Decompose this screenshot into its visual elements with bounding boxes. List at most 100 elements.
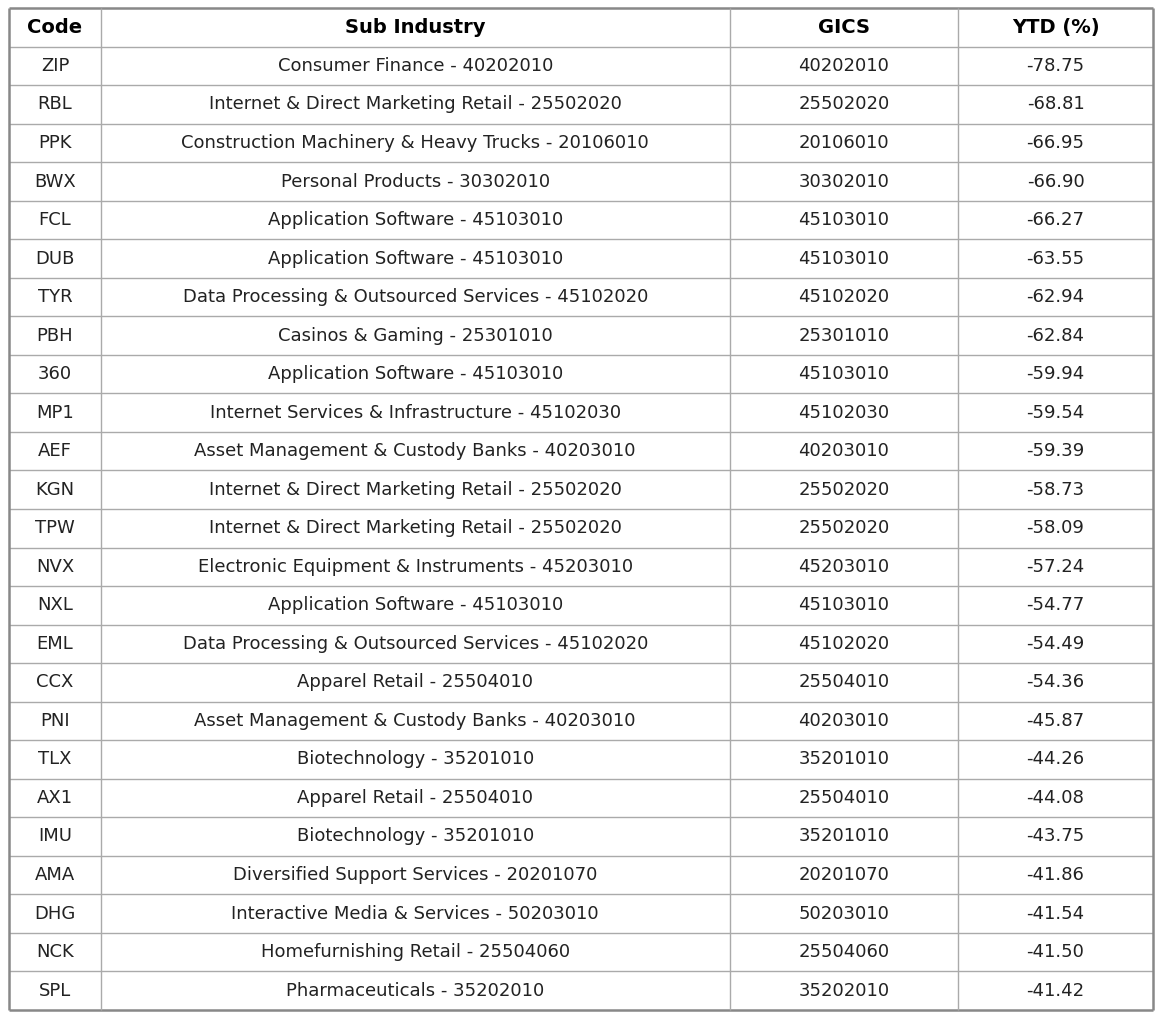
Text: -41.54: -41.54 (1026, 905, 1084, 922)
Text: NXL: NXL (37, 597, 73, 614)
Text: -54.77: -54.77 (1026, 597, 1084, 614)
Text: Homefurnishing Retail - 25504060: Homefurnishing Retail - 25504060 (260, 943, 569, 961)
Text: KGN: KGN (36, 480, 74, 499)
Text: MP1: MP1 (36, 404, 74, 421)
Text: -58.73: -58.73 (1026, 480, 1084, 499)
Text: -41.86: -41.86 (1026, 866, 1084, 884)
Text: 50203010: 50203010 (798, 905, 889, 922)
Text: 45103010: 45103010 (798, 365, 889, 383)
Text: BWX: BWX (34, 172, 76, 190)
Text: RBL: RBL (37, 96, 72, 113)
Text: 25301010: 25301010 (798, 327, 889, 345)
Text: 25502020: 25502020 (798, 480, 890, 499)
Text: Application Software - 45103010: Application Software - 45103010 (267, 211, 562, 229)
Text: PNI: PNI (41, 712, 70, 730)
Text: Asset Management & Custody Banks - 40203010: Asset Management & Custody Banks - 40203… (194, 712, 636, 730)
Text: Personal Products - 30302010: Personal Products - 30302010 (281, 172, 550, 190)
Text: Internet & Direct Marketing Retail - 25502020: Internet & Direct Marketing Retail - 255… (209, 96, 622, 113)
Text: -62.94: -62.94 (1026, 288, 1084, 306)
Text: ZIP: ZIP (41, 57, 70, 75)
Text: Application Software - 45103010: Application Software - 45103010 (267, 249, 562, 268)
Text: Construction Machinery & Heavy Trucks - 20106010: Construction Machinery & Heavy Trucks - … (181, 134, 650, 152)
Text: Data Processing & Outsourced Services - 45102020: Data Processing & Outsourced Services - … (182, 288, 648, 306)
Text: -54.49: -54.49 (1026, 635, 1084, 653)
Text: CCX: CCX (36, 673, 73, 691)
Text: EML: EML (37, 635, 73, 653)
Text: SPL: SPL (38, 981, 71, 1000)
Text: Casinos & Gaming - 25301010: Casinos & Gaming - 25301010 (278, 327, 553, 345)
Text: -58.09: -58.09 (1026, 519, 1084, 538)
Text: -63.55: -63.55 (1026, 249, 1084, 268)
Text: Apparel Retail - 25504010: Apparel Retail - 25504010 (297, 673, 533, 691)
Text: 35201010: 35201010 (798, 828, 889, 846)
Text: AMA: AMA (35, 866, 76, 884)
Text: Electronic Equipment & Instruments - 45203010: Electronic Equipment & Instruments - 452… (198, 558, 633, 576)
Text: 40203010: 40203010 (798, 442, 889, 460)
Text: TPW: TPW (35, 519, 74, 538)
Text: -54.36: -54.36 (1026, 673, 1084, 691)
Text: FCL: FCL (38, 211, 71, 229)
Text: DHG: DHG (35, 905, 76, 922)
Text: -44.08: -44.08 (1026, 789, 1084, 807)
Text: Interactive Media & Services - 50203010: Interactive Media & Services - 50203010 (231, 905, 600, 922)
Text: Diversified Support Services - 20201070: Diversified Support Services - 20201070 (234, 866, 597, 884)
Text: 25502020: 25502020 (798, 96, 890, 113)
Text: 40203010: 40203010 (798, 712, 889, 730)
Text: Biotechnology - 35201010: Biotechnology - 35201010 (296, 750, 533, 769)
Text: NVX: NVX (36, 558, 74, 576)
Text: -41.50: -41.50 (1026, 943, 1084, 961)
Text: -62.84: -62.84 (1026, 327, 1084, 345)
Text: 45103010: 45103010 (798, 249, 889, 268)
Text: 45102020: 45102020 (798, 288, 890, 306)
Text: Pharmaceuticals - 35202010: Pharmaceuticals - 35202010 (286, 981, 544, 1000)
Text: 45103010: 45103010 (798, 597, 889, 614)
Text: YTD (%): YTD (%) (1012, 18, 1099, 37)
Text: DUB: DUB (35, 249, 74, 268)
Text: TYR: TYR (37, 288, 72, 306)
Text: -66.95: -66.95 (1026, 134, 1084, 152)
Text: -57.24: -57.24 (1026, 558, 1084, 576)
Text: -66.27: -66.27 (1026, 211, 1084, 229)
Text: 45102030: 45102030 (798, 404, 890, 421)
Text: Internet Services & Infrastructure - 45102030: Internet Services & Infrastructure - 451… (209, 404, 621, 421)
Text: 45103010: 45103010 (798, 211, 889, 229)
Text: 25504060: 25504060 (798, 943, 890, 961)
Text: -41.42: -41.42 (1026, 981, 1084, 1000)
Text: Code: Code (28, 18, 83, 37)
Text: Application Software - 45103010: Application Software - 45103010 (267, 365, 562, 383)
Text: AX1: AX1 (37, 789, 73, 807)
Text: Apparel Retail - 25504010: Apparel Retail - 25504010 (297, 789, 533, 807)
Text: Data Processing & Outsourced Services - 45102020: Data Processing & Outsourced Services - … (182, 635, 648, 653)
Text: 20201070: 20201070 (798, 866, 889, 884)
Text: -44.26: -44.26 (1026, 750, 1084, 769)
Text: 25504010: 25504010 (798, 789, 890, 807)
Text: 25504010: 25504010 (798, 673, 890, 691)
Text: 45102020: 45102020 (798, 635, 890, 653)
Text: -59.94: -59.94 (1026, 365, 1084, 383)
Text: -66.90: -66.90 (1027, 172, 1084, 190)
Text: Application Software - 45103010: Application Software - 45103010 (267, 597, 562, 614)
Text: PBH: PBH (37, 327, 73, 345)
Text: Biotechnology - 35201010: Biotechnology - 35201010 (296, 828, 533, 846)
Text: TLX: TLX (38, 750, 72, 769)
Text: 35202010: 35202010 (798, 981, 890, 1000)
Text: AEF: AEF (38, 442, 72, 460)
Text: 45203010: 45203010 (798, 558, 890, 576)
Text: -43.75: -43.75 (1026, 828, 1084, 846)
Text: Consumer Finance - 40202010: Consumer Finance - 40202010 (278, 57, 553, 75)
Text: PPK: PPK (38, 134, 72, 152)
Text: IMU: IMU (38, 828, 72, 846)
Text: 20106010: 20106010 (798, 134, 889, 152)
Text: 40202010: 40202010 (798, 57, 889, 75)
Text: Internet & Direct Marketing Retail - 25502020: Internet & Direct Marketing Retail - 255… (209, 519, 622, 538)
Text: 25502020: 25502020 (798, 519, 890, 538)
Text: 30302010: 30302010 (798, 172, 889, 190)
Text: Sub Industry: Sub Industry (345, 18, 486, 37)
Text: -45.87: -45.87 (1026, 712, 1084, 730)
Text: 35201010: 35201010 (798, 750, 889, 769)
Text: 360: 360 (38, 365, 72, 383)
Text: -59.39: -59.39 (1026, 442, 1084, 460)
Text: -68.81: -68.81 (1027, 96, 1084, 113)
Text: GICS: GICS (818, 18, 870, 37)
Text: -78.75: -78.75 (1026, 57, 1084, 75)
